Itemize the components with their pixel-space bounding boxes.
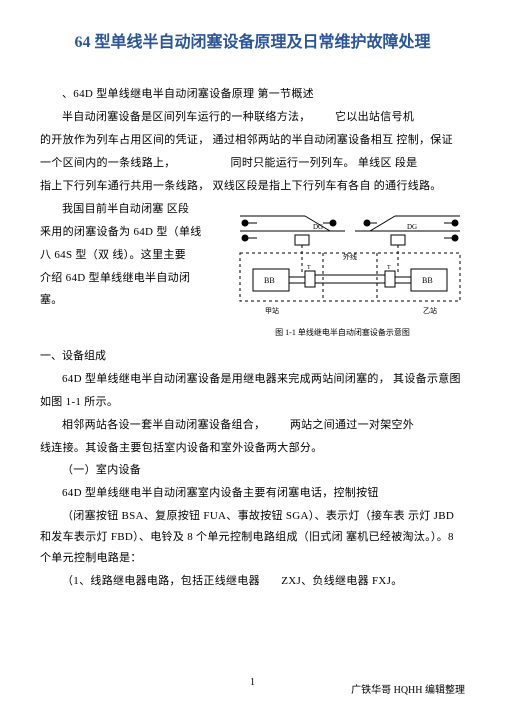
text: 半自动闭塞设备是区间列车运行的一种联络方法， — [62, 111, 311, 123]
text: ZXJ、负线继电器 FXJ。 — [281, 575, 402, 587]
svg-text:T: T — [307, 265, 311, 271]
footer-credit: 广铁华哥 HQHH 编辑整理 — [351, 681, 465, 700]
text: 两站之间通过一对架空外 — [290, 419, 414, 431]
svg-text:BB: BB — [422, 276, 433, 285]
svg-text:T: T — [387, 265, 391, 271]
svg-text:外线: 外线 — [343, 252, 357, 261]
text: 相邻两站各设一套半自动闭塞设备组合， — [62, 419, 265, 431]
paragraph-16: 64D 型单线继电半自动闭塞室内设备主要有闭塞电话，控制按钮 — [40, 483, 465, 504]
section-heading-1: 一、设备组成 — [40, 346, 465, 367]
text: 同时只能运行一列列车。 单线区 段是 — [231, 157, 418, 169]
paragraph-11: 64D 型单线继电半自动闭塞设备是用继电器来完成两站间闭塞的， 其设备示意图 — [40, 369, 465, 390]
paragraph-14: 线连接。其设备主要包括室内设备和室外设备两大部分。 — [40, 438, 465, 459]
text: 它以出站信号机 — [335, 111, 414, 123]
paragraph-2: 半自动闭塞设备是区间列车运行的一种联络方法， 它以出站信号机 — [40, 107, 465, 128]
svg-text:DG: DG — [407, 223, 417, 231]
paragraph-15: （一）室内设备 — [40, 460, 465, 481]
figure-caption: 图 1-1 单线继电半自动闭塞设备示意图 — [40, 325, 465, 340]
svg-text:乙站: 乙站 — [423, 306, 437, 315]
figure-wrap-block: DG DG BB BB T T 外线 甲站 乙站 我国目前半自动闭塞 区段 釆用… — [40, 199, 465, 325]
paragraph-1: 、64D 型单线继电半自动闭塞设备原理 第一节概述 — [40, 84, 465, 105]
paragraph-4: 一个区间内的一条线路上， 同时只能运行一列列车。 单线区 段是 — [40, 153, 465, 174]
paragraph-18: （1、线路继电器电路，包括正线继电器 ZXJ、负线继电器 FXJ。 — [40, 571, 465, 592]
figure-1-1: DG DG BB BB T T 外线 甲站 乙站 — [235, 201, 465, 321]
text: （1、线路继电器电路，包括正线继电器 — [62, 575, 260, 587]
svg-text:甲站: 甲站 — [265, 306, 279, 315]
paragraph-5: 指上下行列车通行共用一条线路， 双线区段是指上下行列车有各自 的通行线路。 — [40, 176, 465, 197]
svg-text:BB: BB — [264, 276, 275, 285]
paragraph-12: 如图 1-1 所示。 — [40, 392, 465, 413]
svg-text:DG: DG — [313, 223, 323, 231]
text: 一个区间内的一条线路上， — [40, 157, 176, 169]
paragraph-13: 相邻两站各设一套半自动闭塞设备组合， 两站之间通过一对架空外 — [40, 415, 465, 436]
paragraph-3: 的开放作为列车占用区间的凭证， 通过相邻两站的半自动闭塞设备相互 控制，保证 — [40, 130, 465, 151]
paragraph-17: （闭塞按钮 BSA、复原按钮 FUA、事故按钮 SGA）、表示灯（接车表 示灯 … — [40, 506, 465, 569]
document-title: 64 型单线半自动闭塞设备原理及日常维护故障处理 — [40, 28, 465, 58]
